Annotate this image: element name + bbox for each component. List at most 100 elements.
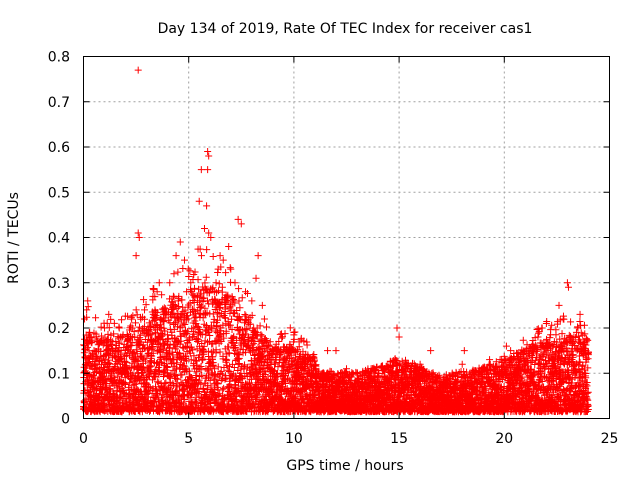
data-point	[140, 296, 148, 304]
data-point	[215, 280, 223, 288]
data-point	[165, 373, 173, 381]
data-point	[203, 246, 211, 254]
data-point	[156, 321, 164, 329]
data-point	[144, 397, 152, 405]
data-point	[110, 319, 118, 327]
data-point	[230, 363, 238, 371]
data-point	[143, 388, 151, 396]
data-point	[214, 287, 222, 295]
data-point	[84, 303, 92, 311]
data-point	[226, 264, 234, 272]
data-points	[80, 66, 592, 416]
data-point	[179, 265, 187, 273]
data-point	[103, 319, 111, 327]
data-point	[165, 355, 173, 363]
data-point	[216, 252, 224, 260]
data-point	[194, 276, 202, 284]
data-point	[139, 341, 147, 349]
data-point	[303, 341, 311, 349]
data-point	[184, 265, 192, 273]
chart-title: Day 134 of 2019, Rate Of TEC Index for r…	[158, 21, 533, 37]
data-point	[151, 372, 159, 380]
data-point	[115, 339, 123, 347]
data-point	[159, 318, 167, 326]
data-point	[132, 346, 140, 354]
data-point	[142, 357, 150, 365]
data-point	[235, 285, 243, 293]
data-point	[141, 323, 149, 331]
data-point	[108, 370, 116, 378]
data-point	[174, 268, 182, 276]
data-point	[167, 406, 175, 414]
data-point	[129, 381, 137, 389]
data-point	[121, 357, 129, 365]
data-point	[278, 334, 286, 342]
data-point	[149, 349, 157, 357]
data-point	[100, 355, 108, 363]
data-point	[155, 371, 163, 379]
data-point	[129, 312, 137, 320]
data-point	[186, 267, 194, 275]
data-point	[102, 383, 110, 391]
data-point	[286, 324, 294, 332]
data-point	[173, 304, 181, 312]
data-point	[199, 355, 207, 363]
data-point	[219, 256, 227, 264]
data-point	[159, 345, 167, 353]
data-point	[105, 356, 113, 364]
data-point	[134, 369, 142, 377]
data-point	[161, 327, 169, 335]
data-point	[83, 377, 91, 385]
data-point	[152, 386, 160, 394]
data-point	[222, 269, 230, 277]
data-point	[158, 332, 166, 340]
data-point	[107, 315, 115, 323]
data-point	[141, 315, 149, 323]
data-point	[170, 293, 178, 301]
data-point	[118, 316, 126, 324]
data-point	[169, 366, 177, 374]
data-point	[114, 372, 122, 380]
data-point	[124, 346, 132, 354]
data-point	[128, 324, 136, 332]
data-point	[130, 328, 138, 336]
data-point	[214, 268, 222, 276]
data-point	[132, 306, 140, 314]
data-point	[136, 331, 144, 339]
data-point	[146, 331, 154, 339]
data-point	[134, 327, 142, 335]
data-point	[197, 252, 205, 260]
data-point	[214, 363, 222, 371]
data-point	[155, 279, 163, 287]
data-point	[127, 341, 135, 349]
data-point	[147, 357, 155, 365]
data-point	[170, 301, 178, 309]
data-point	[263, 323, 271, 331]
data-point	[152, 329, 160, 337]
data-point	[126, 379, 134, 387]
data-point	[121, 390, 129, 398]
data-point	[84, 339, 92, 347]
data-point	[235, 297, 243, 305]
data-point	[169, 394, 177, 402]
data-point	[96, 390, 104, 398]
data-point	[92, 314, 100, 322]
data-point	[136, 375, 144, 383]
data-point	[161, 380, 169, 388]
data-point	[88, 337, 96, 345]
data-point	[131, 319, 139, 327]
data-point	[202, 273, 210, 281]
data-point	[142, 301, 150, 309]
data-point	[166, 340, 174, 348]
data-point	[150, 285, 158, 293]
data-point	[146, 363, 154, 371]
data-point	[158, 291, 166, 299]
data-point	[86, 333, 94, 341]
data-point	[195, 329, 203, 337]
data-point	[144, 393, 152, 401]
data-point	[128, 315, 136, 323]
data-point	[238, 294, 246, 302]
data-point	[209, 253, 217, 261]
data-point	[154, 334, 162, 342]
